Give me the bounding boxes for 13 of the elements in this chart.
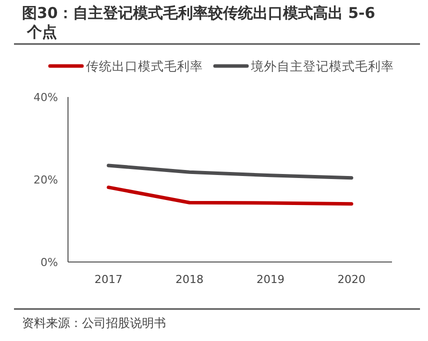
x-tick-label: 2020	[338, 273, 366, 286]
title: 图30：自主登记模式毛利率较传统出口模式高出 5-6 个点	[22, 4, 376, 41]
y-tick-label: 0%	[40, 256, 58, 269]
legend-label: 传统出口模式毛利率	[86, 58, 203, 74]
legend-label: 境外自主登记模式毛利率	[250, 58, 394, 74]
y-tick-label: 40%	[34, 91, 58, 104]
x-tick-label: 2019	[256, 273, 284, 286]
legend-境外自主登记模式毛利率: 境外自主登记模式毛利率	[213, 58, 394, 74]
text: 资料来源：公司招股说明书	[22, 316, 166, 330]
x-tick-label: 2017	[94, 273, 122, 286]
x-tick-label: 2018	[176, 273, 204, 286]
legend-传统出口模式毛利率: 传统出口模式毛利率	[48, 58, 203, 74]
y-tick-label: 20%	[34, 174, 58, 186]
